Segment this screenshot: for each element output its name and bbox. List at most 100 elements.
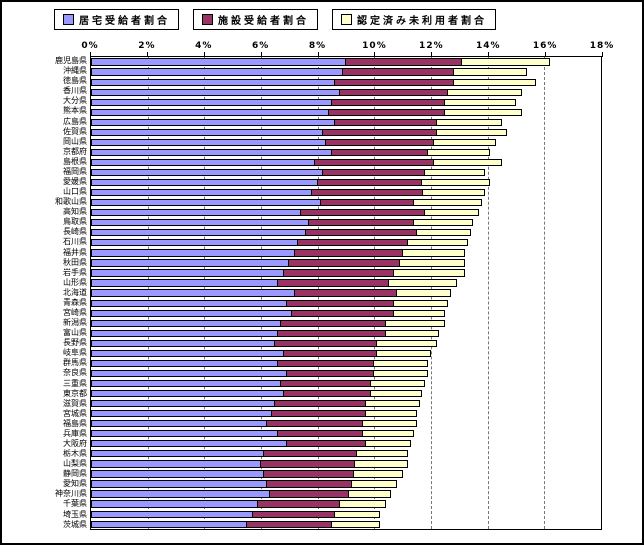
bar-segment — [91, 78, 335, 86]
bar-segment — [266, 420, 363, 428]
bar-segment — [447, 88, 522, 96]
bar-row — [91, 489, 601, 499]
bar-segment — [91, 339, 276, 347]
category-label: 栃木県 — [63, 449, 87, 459]
bar-segment — [91, 168, 324, 177]
category-label: 高知県 — [63, 207, 87, 217]
bar-segment — [433, 138, 497, 146]
bar-segment — [91, 500, 259, 508]
bar-row — [91, 228, 601, 238]
bar-row — [91, 248, 601, 258]
bar-segment — [365, 410, 417, 418]
category-label: 秋田県 — [63, 257, 87, 267]
x-tick-mark — [431, 52, 433, 57]
bar-row — [91, 288, 601, 298]
category-label: 奈良県 — [63, 368, 87, 378]
bar-segment — [300, 209, 426, 217]
bar-segment — [286, 440, 366, 448]
category-label: 和歌山県 — [55, 197, 87, 207]
bar-segment — [91, 450, 264, 458]
bar-segment — [453, 78, 536, 86]
bar-segment — [445, 108, 522, 116]
bar-segment — [91, 199, 321, 207]
bar-row — [91, 429, 601, 439]
bar-segment — [436, 118, 502, 126]
bar-row — [91, 449, 601, 459]
x-tick-label: 8% — [308, 41, 327, 51]
bar-segment — [408, 239, 468, 247]
bar-row — [91, 459, 601, 469]
bar-segment — [363, 430, 414, 438]
bar-segment — [394, 309, 446, 317]
category-label: 神奈川県 — [55, 489, 87, 499]
category-label: 鳥取県 — [63, 217, 87, 227]
bar-row — [91, 348, 601, 358]
bar-segment — [402, 249, 465, 257]
bar-segment — [91, 309, 293, 317]
bar-segment — [343, 68, 454, 76]
x-tick-mark — [260, 52, 262, 57]
bar-segment — [413, 219, 474, 227]
bar-segment — [91, 440, 287, 448]
bar-segment — [331, 520, 380, 528]
bar-segment — [91, 369, 287, 378]
bar-row — [91, 147, 601, 157]
category-label: 大分県 — [63, 96, 87, 106]
x-tick-label: 18% — [589, 41, 615, 51]
bar-segment — [399, 259, 465, 267]
bar-segment — [326, 138, 434, 146]
bar-segment — [246, 520, 332, 528]
bar-segment — [323, 168, 426, 177]
bar-row — [91, 439, 601, 449]
bar-row — [91, 218, 601, 228]
x-tick-mark — [203, 52, 205, 57]
bar-row — [91, 258, 601, 268]
x-tick-label: 10% — [362, 41, 387, 51]
bar-segment — [91, 389, 284, 398]
bar-segment — [331, 148, 429, 157]
legend-swatch-maroon-icon — [202, 14, 213, 25]
bar-segment — [425, 209, 480, 217]
bar-segment — [340, 88, 448, 96]
bar-segment — [280, 379, 372, 388]
bar-segment — [91, 289, 295, 297]
x-tick-mark — [545, 52, 547, 57]
bar-segment — [91, 329, 278, 337]
bar-row — [91, 117, 601, 127]
bar-segment — [258, 500, 341, 508]
x-axis: 0% 2% 4% 6% 8% 10% 12% 14% 16% 18% — [81, 38, 613, 57]
bar-row — [91, 57, 601, 67]
bar-segment — [314, 158, 434, 167]
bar-segment — [388, 279, 457, 287]
bar-row — [91, 358, 601, 368]
bar-segment — [309, 219, 414, 227]
bar-segment — [91, 279, 278, 287]
bar-segment — [416, 229, 471, 237]
bar-segment — [346, 58, 463, 66]
bar-segment — [272, 410, 366, 418]
category-label: 岩手県 — [63, 267, 87, 277]
bar-segment — [425, 168, 485, 177]
bar-segment — [428, 148, 491, 157]
category-label: 岡山県 — [63, 136, 87, 146]
bar-segment — [329, 108, 446, 116]
bar-segment — [374, 369, 429, 378]
bar-segment — [261, 460, 355, 468]
bar-segment — [422, 189, 485, 197]
bar-segment — [394, 269, 465, 277]
bar-row — [91, 137, 601, 147]
bar-segment — [286, 299, 395, 307]
bar-segment — [365, 440, 412, 448]
bar-segment — [362, 420, 417, 428]
category-label: 福岡県 — [63, 166, 87, 176]
bar-segment — [91, 138, 327, 146]
bar-segment — [91, 420, 267, 428]
category-label: 福島県 — [63, 418, 87, 428]
category-label: 兵庫県 — [63, 428, 87, 438]
bar-segment — [91, 410, 273, 418]
bar-segment — [397, 289, 451, 297]
category-label: 福井県 — [63, 247, 87, 257]
bar-row — [91, 469, 601, 479]
legend-item-label: 施設受給者割合 — [218, 16, 309, 27]
